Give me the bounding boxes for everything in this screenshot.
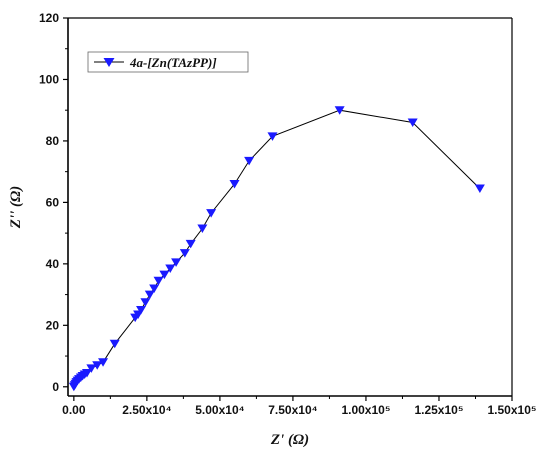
data-point [149,284,160,293]
x-tick-label: 1.00x10⁵ [341,403,390,417]
data-point [81,368,92,378]
y-tick-label: 60 [46,195,60,209]
data-point [179,249,190,258]
data-point [197,224,208,234]
y-tick-label: 40 [46,257,60,271]
data-point [144,290,155,300]
data-point [159,270,170,280]
x-tick-label: 7.50x10⁴ [268,403,317,417]
data-point [109,339,120,349]
data-point [334,106,345,115]
data-point [185,239,196,249]
axis-lines [67,17,513,397]
x-axis-ticks: 0.00 2.50x10⁴ 5.00x10⁴ 7.50x10⁴ 1.00x10⁵ 1.25… [62,396,537,417]
data-point [407,118,418,127]
data-point [136,305,147,315]
series-line [73,109,481,388]
x-tick-label: 1.50x10⁵ [487,403,536,417]
data-point [165,264,176,273]
data-point [229,179,240,189]
legend-label: 4a-[Zn(TAzPP)] [129,55,217,70]
x-tick-label: 0.00 [62,403,86,417]
data-point [92,361,103,370]
data-point [244,156,255,166]
data-point [98,358,109,367]
x-tick-label: 5.00x10⁴ [195,403,244,417]
y-tick-label: 20 [46,318,60,332]
y-tick-label: 80 [46,134,60,148]
data-point [86,364,97,373]
y-tick-label: 120 [39,11,59,25]
data-point [153,276,164,286]
legend: 4a-[Zn(TAzPP)] [87,51,249,73]
x-axis-title: Z' (Ω) [270,432,309,448]
series-layer [68,106,485,392]
y-tick-label: 0 [52,380,59,394]
data-point [474,184,485,194]
y-axis-title: Z'' (Ω) [8,186,24,229]
data-point [206,209,217,218]
y-tick-label: 100 [39,72,59,86]
data-point [267,132,278,141]
x-tick-label: 1.25x10⁵ [414,403,463,417]
data-point [171,258,182,267]
x-tick-label: 2.50x10⁴ [122,403,171,417]
y-axis-ticks: 0 20 40 60 80 100 120 [39,11,68,394]
legend-box [87,51,249,73]
legend-marker-icon [103,58,115,67]
data-point [140,298,151,307]
